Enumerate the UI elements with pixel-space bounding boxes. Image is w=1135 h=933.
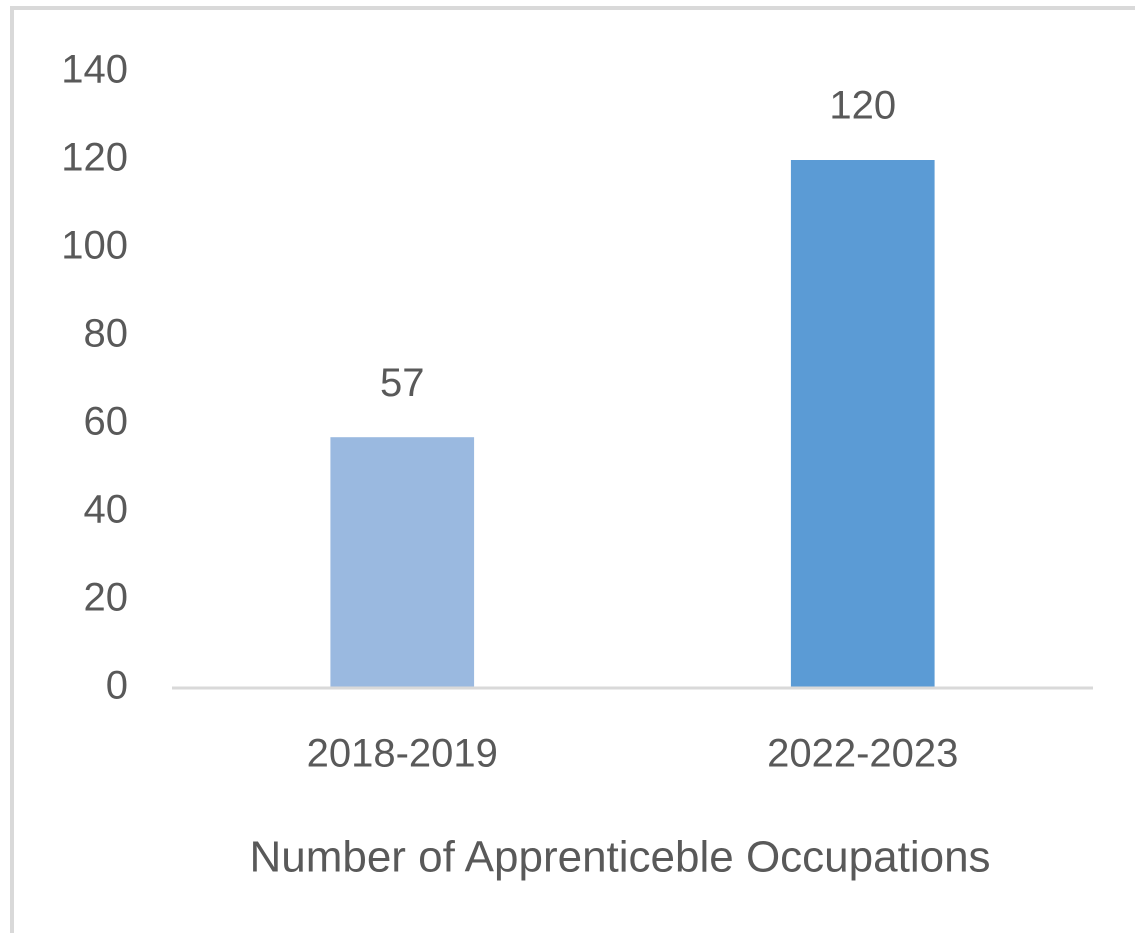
y-tick-label: 0 <box>106 664 128 708</box>
x-tick-label: 2018-2019 <box>307 732 498 776</box>
data-label: 120 <box>829 84 896 128</box>
y-tick-label: 140 <box>61 48 128 92</box>
chart-frame <box>10 6 1135 933</box>
data-label: 57 <box>380 361 425 405</box>
y-tick-label: 20 <box>84 576 129 620</box>
bar <box>790 160 935 688</box>
x-tick-label: 2022-2023 <box>767 732 958 776</box>
y-tick-label: 40 <box>84 488 129 532</box>
y-tick-label: 60 <box>84 400 129 444</box>
bar <box>330 437 475 688</box>
x-axis-title: Number of Apprenticeble Occupations <box>249 833 990 882</box>
y-tick-label: 80 <box>84 312 129 356</box>
y-tick-label: 100 <box>61 224 128 268</box>
y-tick-label: 120 <box>61 136 128 180</box>
